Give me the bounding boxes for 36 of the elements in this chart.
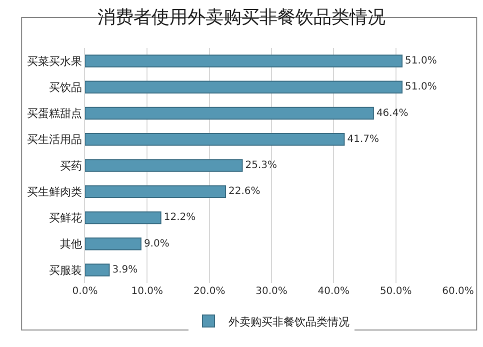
x-tick-label: 60.0% [442,286,474,297]
x-tick-label: 30.0% [256,286,288,297]
bar [85,211,162,224]
bar [85,54,403,68]
data-label: 51.0% [405,56,437,67]
bar [85,185,226,198]
bar [85,133,345,146]
data-label: 41.7% [347,134,380,145]
y-tick-label: 买生活用品 [26,133,82,146]
data-label: 3.9% [112,264,138,276]
data-label: 22.6% [228,186,260,198]
data-label: 12.2% [164,212,196,224]
data-label: 46.4% [376,108,408,119]
data-label: 25.3% [245,160,278,171]
x-tick-label: 10.0% [131,286,164,297]
y-tick-label: 买生鲜肉类 [26,185,82,198]
y-tick-label: 买药 [60,159,82,172]
bar [85,106,374,120]
y-tick-label: 买鲜花 [48,212,82,225]
y-tick-label: 买饮品 [48,81,82,94]
bar [85,237,142,250]
x-tick-label: 40.0% [318,286,350,297]
y-tick-label: 买服装 [48,264,82,277]
data-label: 51.0% [405,82,437,93]
bar [85,264,110,276]
legend-label: 外卖购买非餐饮品类情况 [228,315,350,328]
bar [85,159,243,172]
y-tick-label: 其他 [60,238,82,251]
x-tick-label: 50.0% [380,286,412,297]
bar [85,80,403,94]
chart-title: 消费者使用外卖购买非餐饮品类情况 [98,7,386,28]
x-tick-label: 0.0% [72,286,98,297]
x-tick-label: 20.0% [193,286,226,297]
data-label: 9.0% [144,238,170,250]
y-tick-label: 买蛋糕甜点 [26,107,82,120]
y-tick-label: 买菜买水果 [26,54,82,68]
